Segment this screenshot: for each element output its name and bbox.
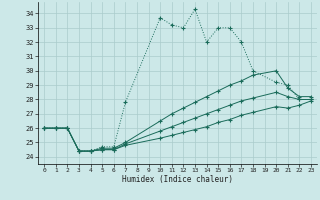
X-axis label: Humidex (Indice chaleur): Humidex (Indice chaleur) xyxy=(122,175,233,184)
